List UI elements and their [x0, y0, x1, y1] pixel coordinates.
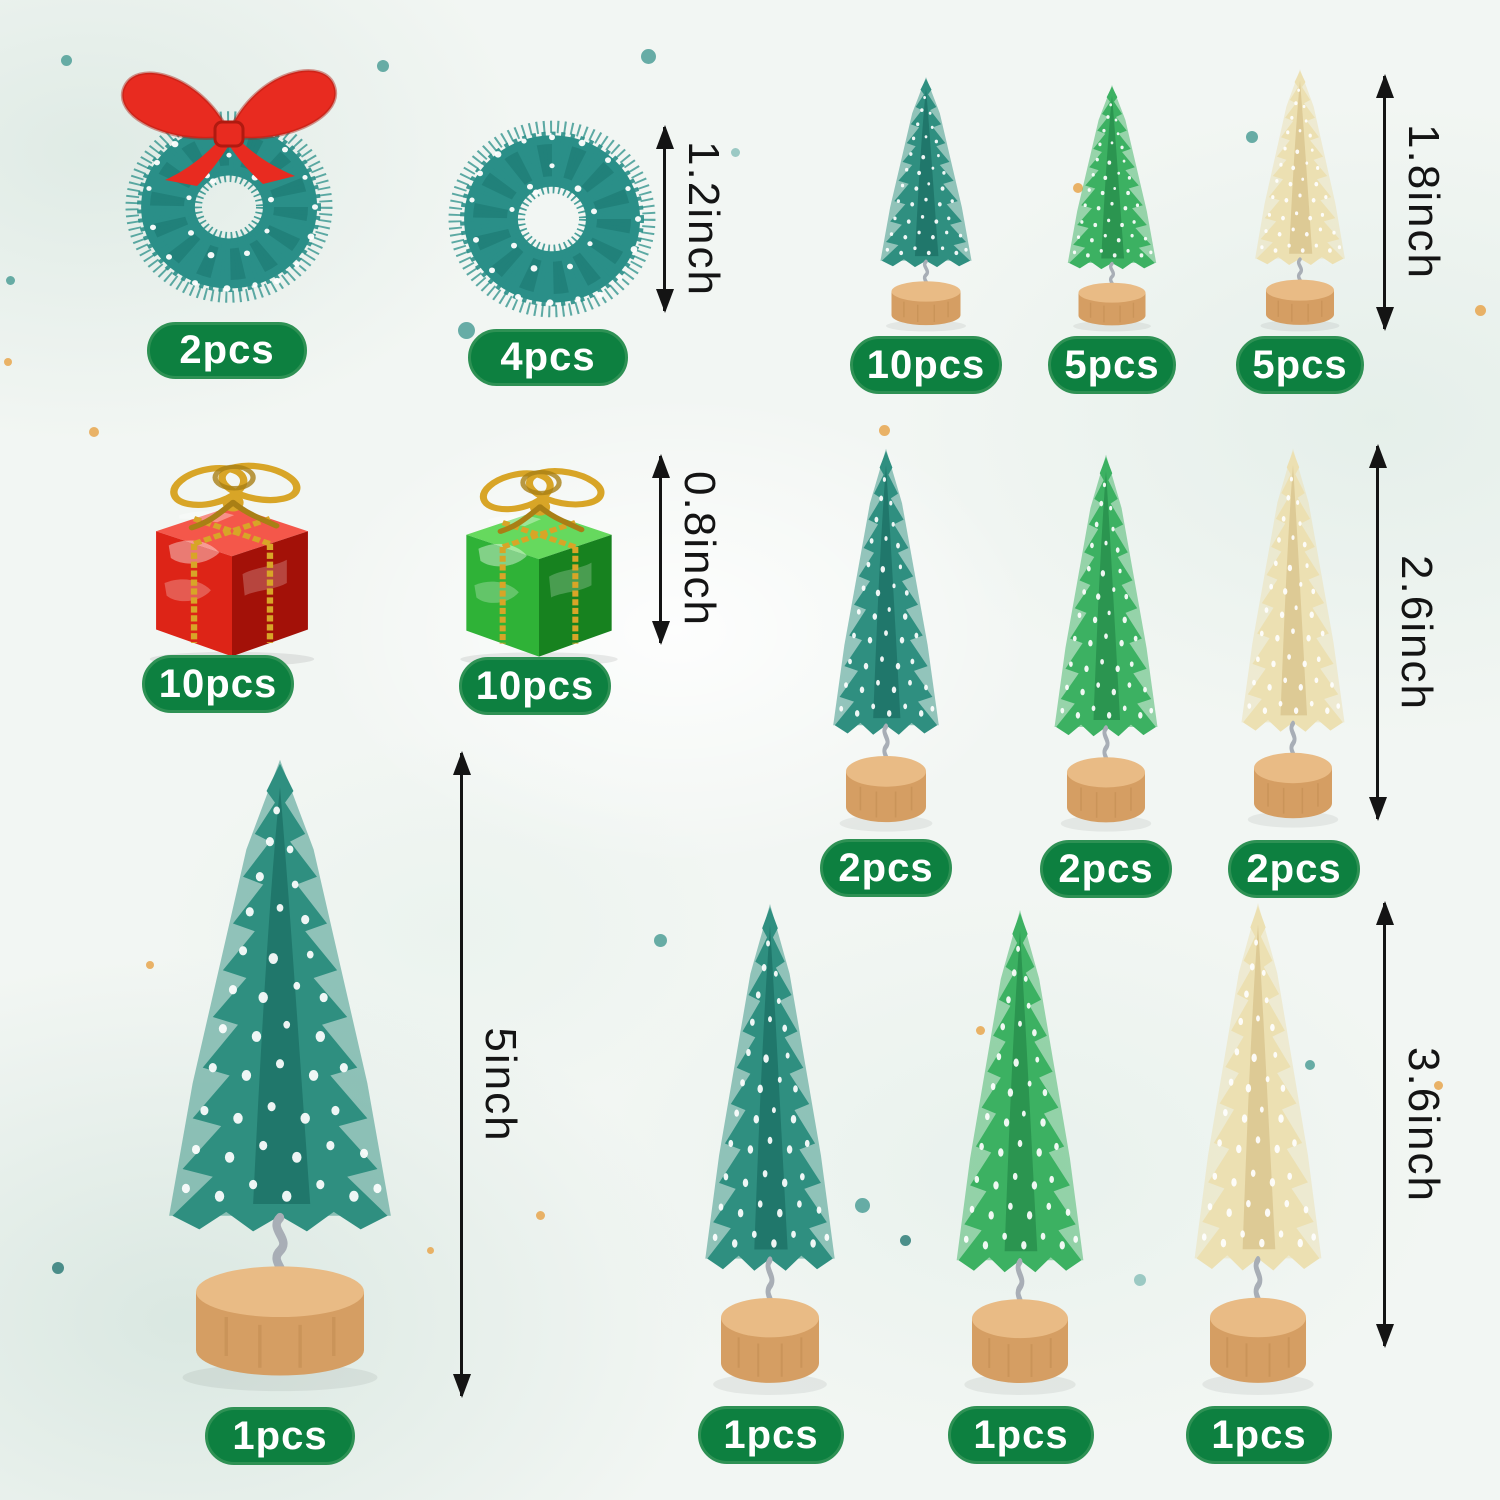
decor-dot — [1073, 183, 1083, 193]
wreath-with-red-bow-image — [103, 68, 355, 318]
count-badge: 10pcs — [142, 655, 294, 713]
count-badge: 10pcs — [850, 336, 1002, 394]
measurement-label: 5inch — [476, 1027, 525, 1143]
decor-dot — [878, 424, 890, 436]
decor-dot — [146, 961, 154, 969]
decor-dot — [426, 1246, 434, 1254]
count-badge: 2pcs — [820, 839, 952, 897]
decor-dot — [535, 1210, 545, 1220]
measurement-arrow — [1383, 76, 1386, 329]
mini-tree-green-small-image — [1045, 82, 1179, 333]
mini-tree-cream-small-image — [1232, 66, 1368, 333]
decor-dot — [1305, 1060, 1315, 1070]
mini-tree-teal-medium-image — [806, 444, 966, 834]
decor-dot — [854, 1197, 870, 1213]
count-badge: 2pcs — [1228, 840, 1360, 898]
mini-tree-green-big-image — [924, 904, 1116, 1398]
decor-dot — [1433, 1080, 1443, 1090]
measurement-label: 3.6inch — [1399, 1047, 1448, 1203]
count-badge: 1pcs — [698, 1406, 844, 1464]
decor-dot — [1134, 1274, 1146, 1286]
measurement-arrow — [659, 456, 662, 643]
count-badge: 1pcs — [205, 1407, 355, 1465]
decor-dot — [899, 1234, 911, 1246]
mini-tree-teal-big-image — [672, 898, 868, 1398]
count-badge: 2pcs — [147, 322, 307, 379]
gift-box-red-image — [116, 440, 348, 668]
gift-box-green-image — [428, 446, 650, 668]
measurement-label: 2.6inch — [1392, 555, 1441, 711]
count-badge: 2pcs — [1040, 840, 1172, 898]
measurement-label: 1.8inch — [1399, 124, 1448, 280]
measurement-label: 0.8inch — [675, 471, 724, 627]
count-badge: 4pcs — [468, 329, 628, 386]
decor-dot — [653, 933, 667, 947]
decor-dot — [5, 275, 15, 285]
decor-dot — [1474, 304, 1486, 316]
decor-dot — [1246, 131, 1258, 143]
decor-dot — [457, 321, 475, 339]
measurement-arrow — [663, 127, 666, 311]
count-badge: 1pcs — [948, 1406, 1094, 1464]
measurement-label: 1.2inch — [679, 141, 728, 297]
decor-dot — [89, 427, 99, 437]
count-badge: 1pcs — [1186, 1406, 1332, 1464]
decor-dot — [975, 1025, 985, 1035]
decor-dot — [377, 60, 389, 72]
count-badge: 10pcs — [459, 657, 611, 715]
decor-dot — [52, 1262, 64, 1274]
measurement-arrow — [1376, 446, 1379, 819]
count-badge: 5pcs — [1236, 336, 1364, 394]
mini-tree-cream-big-image — [1162, 897, 1354, 1398]
mini-tree-cream-medium-image — [1215, 444, 1371, 830]
wreath-plain-image — [432, 105, 672, 333]
count-badge: 5pcs — [1048, 336, 1176, 394]
mini-tree-teal-small-image — [857, 74, 995, 333]
decor-dot — [640, 48, 656, 64]
decor-dot — [730, 147, 740, 157]
mini-tree-teal-large-image — [112, 752, 448, 1395]
measurement-arrow — [460, 753, 463, 1396]
decor-dot — [4, 358, 12, 366]
mini-tree-green-medium-image — [1028, 450, 1184, 834]
measurement-arrow — [1383, 903, 1386, 1346]
decor-dot — [60, 54, 72, 66]
